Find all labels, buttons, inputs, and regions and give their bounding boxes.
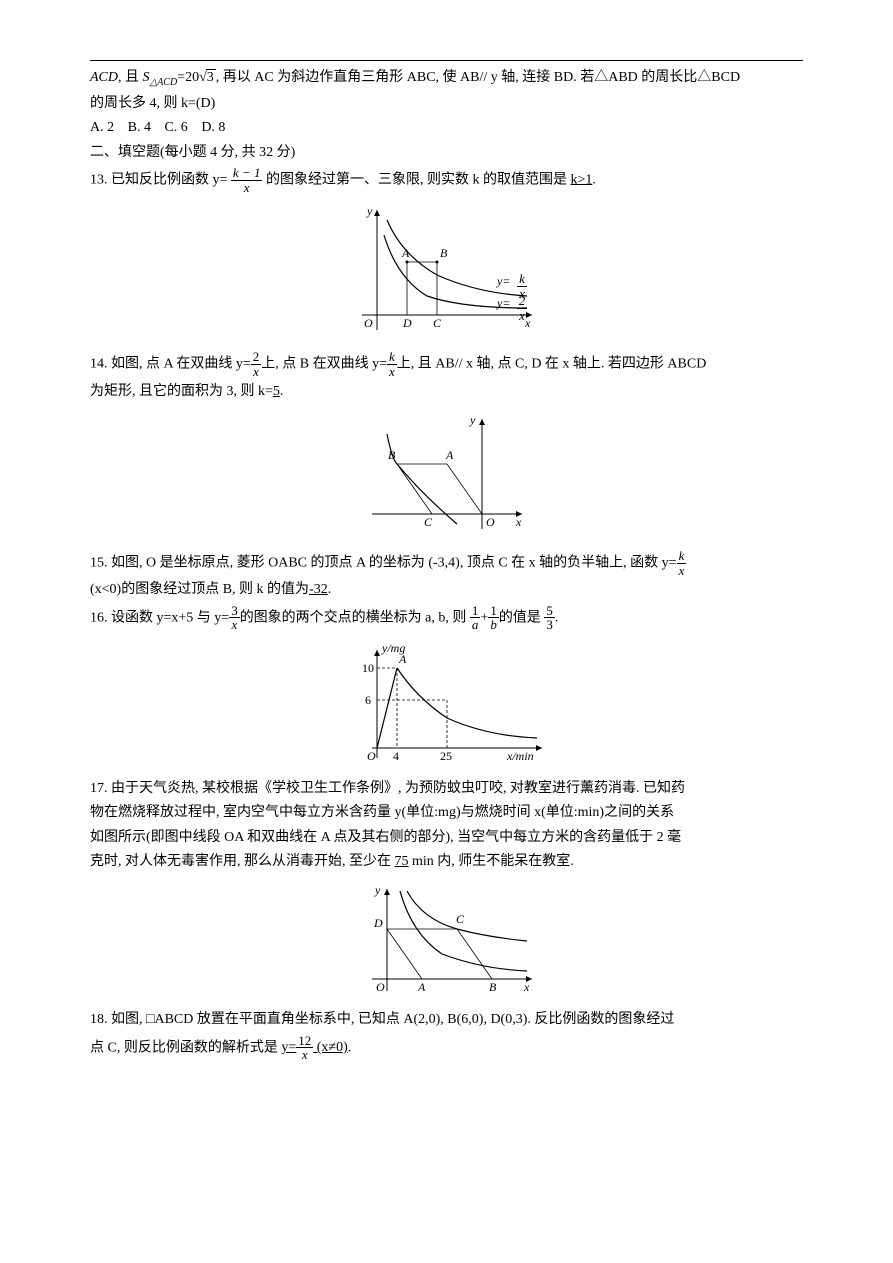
q12-choices: A. 2 B. 4 C. 6 D. 8	[90, 117, 803, 139]
txt: , 且	[118, 70, 143, 85]
svg-text:y: y	[374, 883, 381, 897]
q17-l2: 物在燃烧释放过程中, 室内空气中每立方米含药量 y(单位:mg)与燃烧时间 x(…	[90, 802, 803, 824]
q12-line1: ACD, 且 S△ACD=203, 再以 AC 为斜边作直角三角形 ABC, 使…	[90, 67, 803, 91]
svg-text:B: B	[440, 246, 448, 260]
svg-text:A: A	[401, 246, 410, 260]
txt: △ACD	[150, 77, 178, 88]
q17-l3: 如图所示(即图中线段 OA 和双曲线在 A 点及其右侧的部分), 当空气中每立方…	[90, 827, 803, 849]
txt: 为矩形, 且它的面积为 3, 则 k=	[90, 384, 273, 399]
svg-text:C: C	[456, 912, 465, 926]
svg-text:C: C	[424, 515, 433, 529]
choice-b: B. 4	[128, 120, 151, 135]
sqrt-3: 3	[199, 67, 216, 89]
q18-l1: 18. 如图, □ABCD 放置在平面直角坐标系中, 已知点 A(2,0), B…	[90, 1009, 803, 1031]
svg-text:10: 10	[362, 661, 374, 675]
svg-text:D: D	[373, 916, 383, 930]
choice-a: A. 2	[90, 120, 114, 135]
svg-text:O: O	[486, 515, 495, 529]
txt: .	[592, 172, 596, 187]
figure-q15: O A B C x y	[90, 409, 803, 539]
figure-q14: A B O D C x y y= kx y= 2x	[90, 200, 803, 340]
q18-l2: 点 C, 则反比例函数的解析式是 y=12x (x≠0).	[90, 1034, 803, 1062]
txt: .	[555, 610, 559, 625]
svg-text:y=: y=	[496, 296, 510, 310]
answer: -32	[309, 582, 328, 597]
txt: 上, 点 B 在双曲线 y=	[261, 357, 387, 372]
svg-text:A: A	[417, 980, 426, 994]
q17-l1: 17. 由于天气炎热, 某校根据《学校卫生工作条例》, 为预防蚊虫叮咬, 对教室…	[90, 778, 803, 800]
txt: 点 C, 则反比例函数的解析式是	[90, 1040, 281, 1055]
svg-text:6: 6	[365, 693, 371, 707]
svg-text:x: x	[515, 515, 522, 529]
svg-text:x/min: x/min	[506, 749, 534, 763]
answer: 75	[395, 854, 409, 869]
txt: min 内, 师生不能呆在教室.	[409, 854, 574, 869]
txt: 14. 如图, 点 A 在双曲线 y=	[90, 357, 251, 372]
fraction: 12x	[296, 1034, 313, 1062]
txt: 克时, 对人体无毒害作用, 那么从消毒开始, 至少在	[90, 854, 395, 869]
txt: .	[328, 582, 332, 597]
svg-text:D: D	[402, 316, 412, 330]
svg-text:y: y	[366, 204, 373, 218]
txt: .	[280, 384, 284, 399]
q14-l1: 14. 如图, 点 A 在双曲线 y=2x上, 点 B 在双曲线 y=kx上, …	[90, 350, 803, 378]
svg-text:B: B	[489, 980, 497, 994]
txt: +	[480, 610, 488, 625]
svg-text:4: 4	[393, 749, 399, 763]
txt: 15. 如图, O 是坐标原点, 菱形 OABC 的顶点 A 的坐标为 (-3,…	[90, 555, 677, 570]
q14-l2: 为矩形, 且它的面积为 3, 则 k=5.	[90, 381, 803, 403]
svg-text:C: C	[433, 316, 442, 330]
fraction: 1a	[470, 604, 481, 632]
answer: y=12x (x≠0)	[281, 1040, 347, 1055]
svg-text:y: y	[469, 413, 476, 427]
txt: 16. 设函数 y=x+5 与 y=	[90, 610, 229, 625]
q17-l4: 克时, 对人体无毒害作用, 那么从消毒开始, 至少在 75 min 内, 师生不…	[90, 851, 803, 873]
svg-text:y=: y=	[496, 274, 510, 288]
section-2-title: 二、填空题(每小题 4 分, 共 32 分)	[90, 142, 803, 164]
txt: 上, 且 AB// x 轴, 点 C, D 在 x 轴上. 若四边形 ABCD	[397, 357, 707, 372]
choice-c: C. 6	[164, 120, 187, 135]
fraction: 2x	[251, 350, 262, 378]
q13: 13. 已知反比例函数 y= k − 1x 的图象经过第一、三象限, 则实数 k…	[90, 166, 803, 194]
fraction: kx	[677, 549, 687, 577]
txt: (x<0)的图象经过顶点 B, 则 k 的值为	[90, 582, 309, 597]
svg-text:O: O	[367, 749, 376, 763]
q15-l2: (x<0)的图象经过顶点 B, 则 k 的值为-32.	[90, 579, 803, 601]
txt: .	[348, 1040, 352, 1055]
figure-q17: 10 6 4 25 A O y/mg x/min	[90, 638, 803, 768]
txt: 13. 已知反比例函数 y=	[90, 172, 227, 187]
txt: S	[143, 70, 150, 85]
figure-q18: O A B C D x y	[90, 879, 803, 999]
fraction: 3x	[229, 604, 240, 632]
txt: 的图象经过第一、三象限, 则实数 k 的取值范围是	[266, 172, 571, 187]
svg-text:O: O	[376, 980, 385, 994]
svg-text:25: 25	[440, 749, 452, 763]
fraction: kx	[387, 350, 397, 378]
q12-line2: 的周长多 4, 则 k=(D)	[90, 93, 803, 115]
q16: 16. 设函数 y=x+5 与 y=3x的图象的两个交点的横坐标为 a, b, …	[90, 604, 803, 632]
txt: 的值是	[499, 610, 541, 625]
choice-d: D. 8	[201, 120, 225, 135]
fraction: k − 1x	[231, 166, 263, 194]
svg-text:A: A	[445, 448, 454, 462]
txt: ACD	[90, 70, 118, 85]
txt: 的图象的两个交点的横坐标为 a, b, 则	[240, 610, 467, 625]
answer: k>1	[570, 172, 592, 187]
svg-text:y/mg: y/mg	[381, 641, 405, 655]
svg-text:x: x	[523, 980, 530, 994]
txt: =20	[177, 70, 199, 85]
txt: , 再以 AC 为斜边作直角三角形 ABC, 使 AB// y 轴, 连接 BD…	[216, 70, 740, 85]
svg-text:O: O	[364, 316, 373, 330]
svg-text:B: B	[388, 448, 396, 462]
q15-l1: 15. 如图, O 是坐标原点, 菱形 OABC 的顶点 A 的坐标为 (-3,…	[90, 549, 803, 577]
answer: 5	[273, 384, 280, 399]
fraction: 1b	[488, 604, 499, 632]
fraction: 53	[544, 604, 555, 632]
